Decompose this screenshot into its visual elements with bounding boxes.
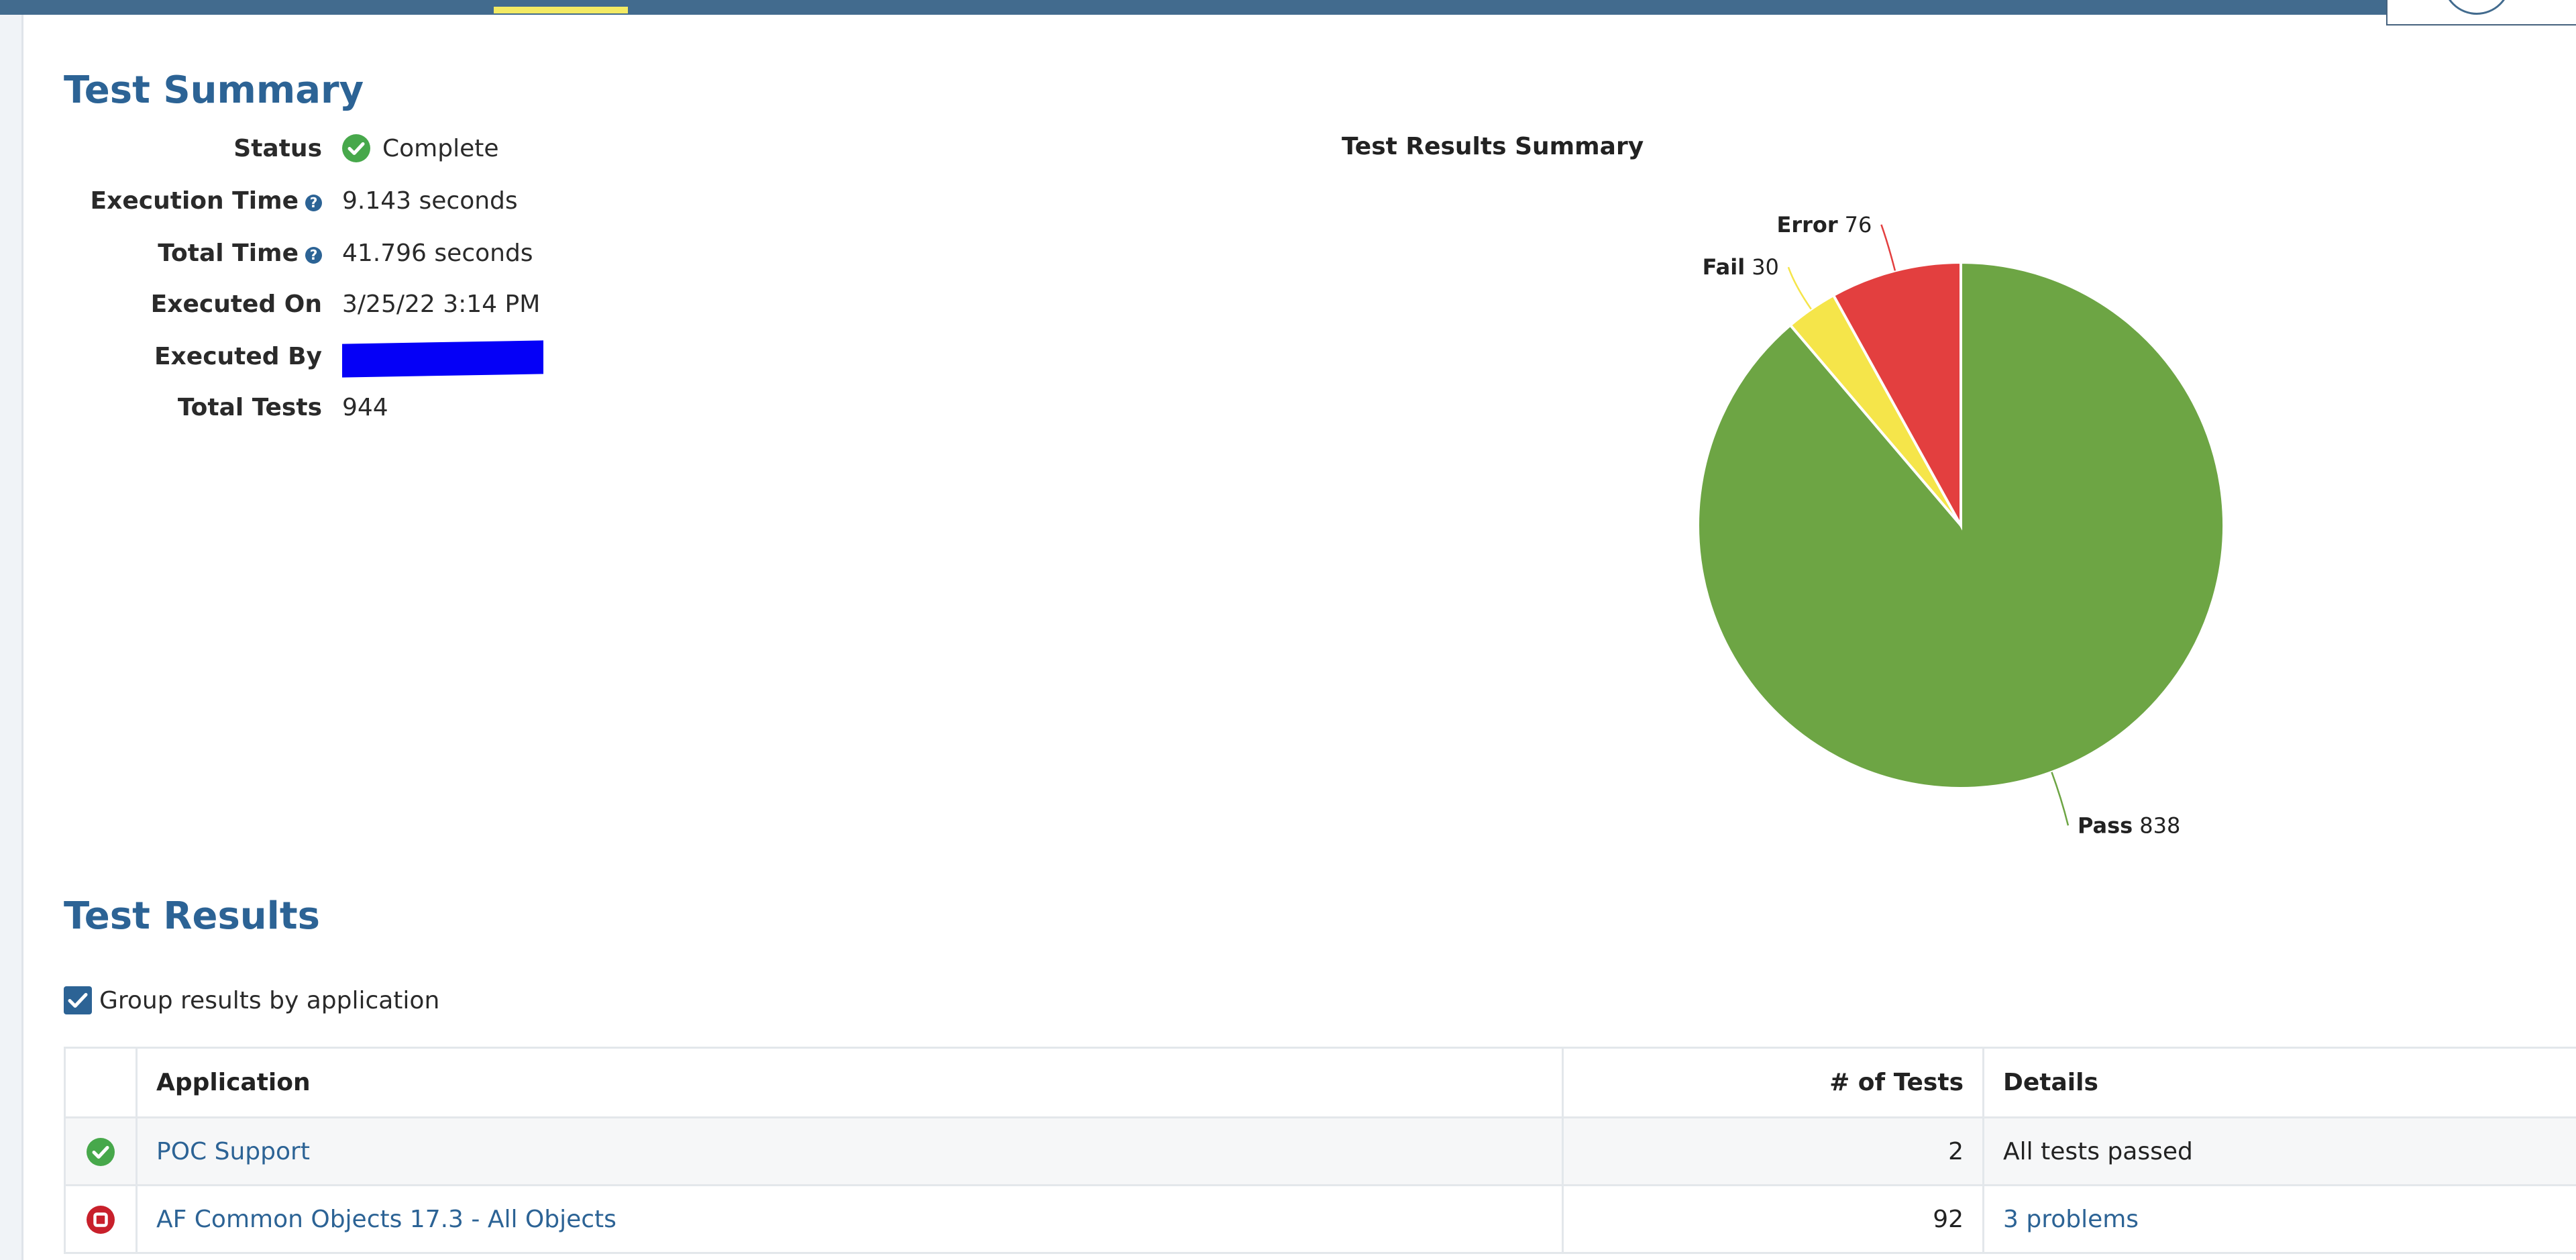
total-tests-value: 944 [342, 394, 388, 421]
check-circle-icon [342, 134, 370, 162]
group-by-application-label[interactable]: Group results by application [99, 987, 440, 1014]
test-results-title: Test Results [64, 894, 320, 938]
top-nav-bar [0, 0, 2576, 25]
execution-time-value: 9.143 seconds [342, 187, 518, 215]
pie-chart: Pass 838 Fail 30 Error 76 [1697, 212, 2225, 838]
executed-on-label: Executed On [150, 291, 322, 318]
pie-label-connector-error [1880, 224, 1896, 271]
active-tab-indicator[interactable] [494, 7, 628, 13]
details-cell: 3 problems [1982, 1184, 2576, 1254]
total-time-row: Total Time? 41.796 seconds [64, 233, 869, 274]
table-header-row: Application # of Tests Details [64, 1047, 2576, 1118]
row-status-cell [64, 1116, 138, 1186]
status-value: Complete [382, 135, 499, 162]
execution-time-label: Execution Time [90, 187, 299, 215]
tests-count-cell: 2 [1562, 1116, 1984, 1186]
chart-title: Test Results Summary [1342, 133, 1644, 160]
results-table: Application # of Tests Details POC Suppo… [64, 1047, 2576, 1254]
status-row: Status Complete [64, 129, 869, 169]
execution-time-label-wrap: Execution Time? [64, 181, 322, 221]
executed-on-row: Executed On 3/25/22 3:14 PM [64, 284, 869, 325]
application-cell: POC Support [136, 1116, 1564, 1186]
table-row[interactable]: POC Support 2 All tests passed [64, 1116, 2576, 1186]
status-label: Status [233, 135, 322, 162]
table-row[interactable]: AF Common Objects 17.3 - All Objects 92 … [64, 1184, 2576, 1254]
details-link[interactable]: 3 problems [2003, 1205, 2139, 1233]
application-column-header[interactable]: Application [136, 1047, 1564, 1118]
pie-slice-error[interactable] [1831, 260, 1962, 531]
check-circle-icon [87, 1137, 115, 1166]
tests-count-cell: 92 [1562, 1184, 1984, 1254]
row-status-cell [64, 1184, 138, 1254]
executed-on-value: 3/25/22 3:14 PM [342, 291, 541, 318]
pie-label-fail: Fail 30 [1703, 254, 1779, 280]
total-tests-row: Total Tests 944 [64, 388, 869, 428]
details-cell: All tests passed [1982, 1116, 2576, 1186]
details-column-header[interactable]: Details [1982, 1047, 2576, 1118]
pie-label-connector-pass [2051, 772, 2070, 826]
stop-circle-icon [87, 1205, 115, 1234]
left-sidebar-edge [0, 15, 23, 1260]
redacted-name-block [342, 340, 543, 378]
status-column-header [64, 1047, 138, 1118]
question-circle-icon[interactable]: ? [305, 195, 322, 211]
test-summary-title: Test Summary [64, 68, 364, 112]
user-menu[interactable] [2386, 0, 2576, 25]
application-cell: AF Common Objects 17.3 - All Objects [136, 1184, 1564, 1254]
status-value-wrap: Complete [342, 129, 499, 169]
total-time-value: 41.796 seconds [342, 240, 533, 267]
executed-by-row: Executed By [64, 337, 869, 378]
checkmark-icon [68, 993, 88, 1008]
total-time-label-wrap: Total Time? [64, 233, 322, 274]
pie-label-connector-fail [1787, 266, 1812, 310]
user-avatar[interactable] [2443, 0, 2511, 15]
pie-label-pass: Pass 838 [2078, 812, 2180, 838]
application-link[interactable]: POC Support [156, 1137, 310, 1165]
application-link[interactable]: AF Common Objects 17.3 - All Objects [156, 1205, 616, 1233]
execution-time-row: Execution Time? 9.143 seconds [64, 181, 869, 221]
total-time-label: Total Time [158, 240, 299, 267]
total-tests-label: Total Tests [177, 394, 322, 421]
executed-by-label: Executed By [154, 343, 322, 370]
pie-label-error: Error 76 [1776, 212, 1872, 238]
group-by-application-checkbox[interactable] [64, 986, 92, 1014]
tests-count-column-header[interactable]: # of Tests [1562, 1047, 1984, 1118]
question-circle-icon[interactable]: ? [305, 247, 322, 264]
